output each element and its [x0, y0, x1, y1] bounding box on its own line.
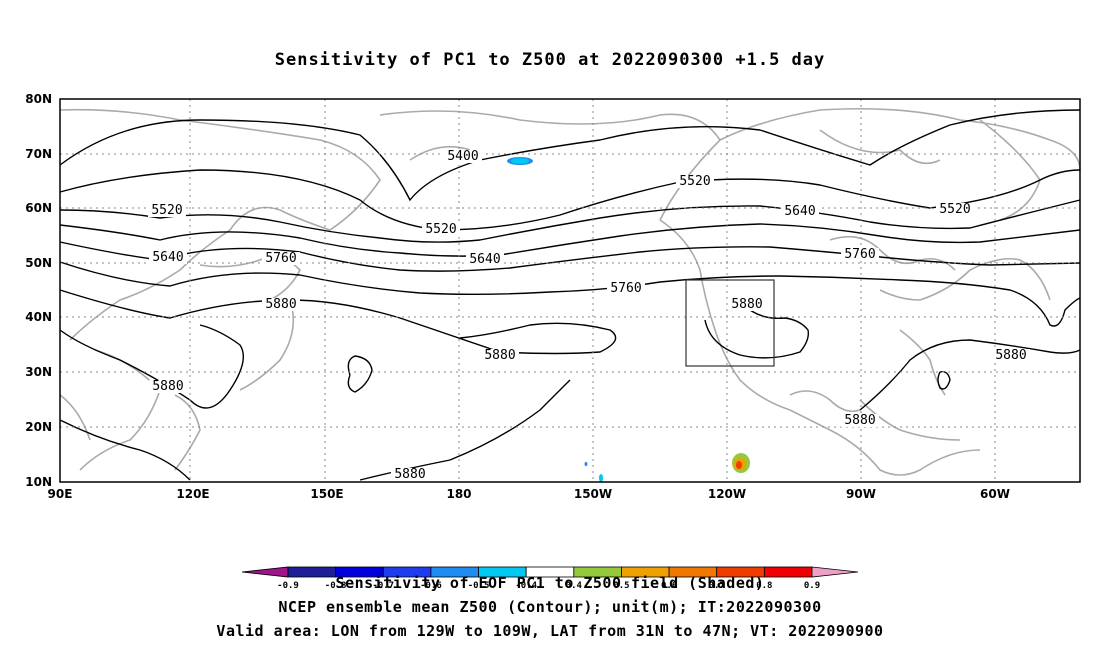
contour-label-bg: [607, 282, 645, 295]
contour-label-bg: [149, 251, 187, 264]
contour-label: 5880: [394, 467, 425, 482]
contour-label: 5760: [610, 281, 641, 296]
z500-contours: [59, 109, 1081, 481]
lat-label: 40N: [25, 310, 52, 324]
contour-label: 5640: [784, 204, 815, 219]
longitude-labels: 90E 120E 150E 180 150W 120W 90W 60W: [48, 487, 1010, 501]
contour-label: 5880: [995, 348, 1026, 363]
colorbar-label: 0.8: [756, 581, 772, 591]
contour-label-bg: [148, 204, 186, 217]
colorbar-label: 0.4: [566, 581, 583, 591]
lat-label: 60N: [25, 201, 52, 215]
lon-label: 150W: [574, 487, 612, 501]
contour-label-bg: [936, 203, 974, 216]
sensitivity-shading: [507, 157, 750, 482]
contour-label: 5760: [844, 247, 875, 262]
contour-label: 5520: [425, 222, 456, 237]
colorbar-label: -0.4: [515, 581, 537, 591]
lon-label: 90E: [48, 487, 73, 501]
lat-label: 20N: [25, 420, 52, 434]
contour-label: 5880: [152, 379, 183, 394]
colorbar-label: 0.7: [709, 581, 725, 591]
contour-label: 5880: [265, 297, 296, 312]
contour-label-bg: [149, 380, 187, 393]
contour-label-bg: [728, 298, 766, 311]
coastlines: [59, 107, 1081, 476]
caption-valid-area: Valid area: LON from 129W to 109W, LAT f…: [216, 622, 884, 640]
colorbar-label: -0.7: [372, 581, 394, 591]
contour-label-bg: [841, 248, 879, 261]
lon-label: 120E: [176, 487, 209, 501]
contour-label: 5880: [484, 348, 515, 363]
caption-shaded: Sensitivity of EOF PC1 to Z500 field (Sh…: [335, 574, 765, 592]
lon-label: 150E: [310, 487, 343, 501]
lat-label: 10N: [25, 475, 52, 489]
colorbar-label: -0.9: [277, 581, 299, 591]
colorbar-arrow-right: [811, 566, 859, 578]
contour-label: 5520: [151, 203, 182, 218]
caption-contour: NCEP ensemble mean Z500 (Contour); unit(…: [278, 598, 822, 616]
negative-sensitivity-dot: [599, 474, 603, 482]
contour-labels: 5400 5520 5520 5520 5520 5640 5640 5640 5760 5760…: [148, 149, 1030, 482]
contour-label-bg: [676, 175, 714, 188]
lon-label: 180: [446, 487, 471, 501]
negative-sensitivity-speck: [584, 462, 588, 466]
map-title: Sensitivity of PC1 to Z500 at 2022090300…: [274, 50, 826, 70]
contour-label: 5760: [265, 251, 296, 266]
contour-label: 5640: [469, 252, 500, 267]
lat-label: 80N: [25, 92, 52, 106]
positive-sensitivity-core: [736, 461, 742, 469]
colorbar: -0.9 -0.8 -0.7 -0.6 -0.5 -0.4 0.4 0.5 0.6 0.7 0.8 0…: [241, 566, 859, 591]
contour-label-bg: [481, 349, 519, 362]
contour-label: 5520: [939, 202, 970, 217]
contour-label-bg: [262, 298, 300, 311]
lon-label: 90W: [846, 487, 876, 501]
contour-label-bg: [781, 205, 819, 218]
contour-label-bg: [391, 468, 429, 481]
colorbar-label: 0.6: [661, 581, 677, 591]
contour-label: 5880: [844, 413, 875, 428]
lon-label: 120W: [708, 487, 746, 501]
colorbar-label: 0.5: [613, 581, 629, 591]
contour-label-bg: [992, 349, 1030, 362]
contour-label-bg: [466, 253, 504, 266]
lon-label: 60W: [980, 487, 1010, 501]
contour-label: 5880: [731, 297, 762, 312]
contour-label-bg: [444, 150, 482, 163]
contour-label-bg: [422, 223, 460, 236]
colorbar-label: -0.5: [468, 581, 490, 591]
colorbar-label: -0.8: [325, 581, 347, 591]
contour-label: 5640: [152, 250, 183, 265]
colorbar-label: -0.6: [420, 581, 442, 591]
negative-sensitivity-core: [511, 158, 529, 164]
contour-label-bg: [262, 252, 300, 265]
lat-label: 30N: [25, 365, 52, 379]
contour-label: 5400: [447, 149, 478, 164]
colorbar-label: 0.9: [804, 581, 820, 591]
contour-label: 5520: [679, 174, 710, 189]
valid-area-box: [685, 279, 775, 367]
contour-label-bg: [841, 414, 879, 427]
lat-label: 50N: [25, 256, 52, 270]
lat-label: 70N: [25, 147, 52, 161]
map-frame: [59, 98, 1081, 483]
latitude-labels: 80N 70N 60N 50N 40N 30N 20N 10N: [25, 92, 52, 489]
